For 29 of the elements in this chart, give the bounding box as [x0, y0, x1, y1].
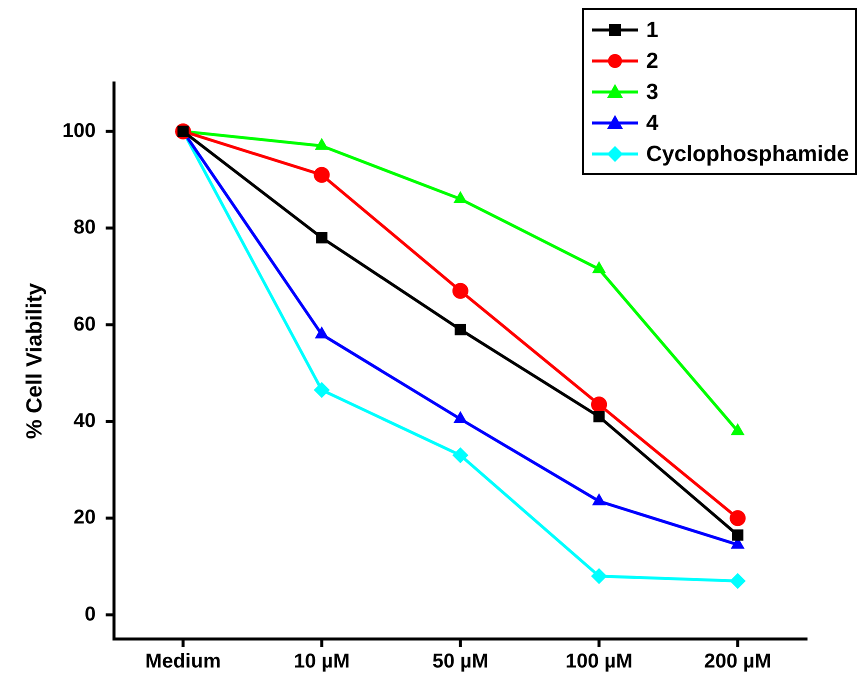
- point: [452, 282, 468, 299]
- x-tick-label: 200 µM: [704, 650, 772, 673]
- y-tick-label: 0: [84, 603, 96, 626]
- point: [314, 166, 330, 183]
- legend-label: 1: [646, 16, 658, 42]
- point: [452, 447, 468, 464]
- point: [591, 396, 608, 413]
- point: [732, 529, 744, 541]
- y-tick-label: 60: [74, 313, 96, 336]
- x-tick-label: 10 µM: [294, 650, 350, 673]
- point: [454, 324, 466, 336]
- y-tick-label: 40: [74, 410, 96, 432]
- legend-label: 3: [646, 78, 658, 104]
- point: [591, 568, 608, 584]
- point: [730, 572, 746, 589]
- x-tick-label: 100 µM: [565, 650, 633, 673]
- legend-label: Cyclophosphamide: [646, 140, 849, 166]
- point: [730, 510, 746, 526]
- x-tick-label: Medium: [145, 650, 221, 673]
- y-tick-label: 100: [62, 120, 96, 142]
- point: [314, 382, 330, 398]
- y-axis-title: % Cell Viability: [21, 282, 46, 440]
- x-tick-label: 50 µM: [432, 650, 488, 673]
- point: [593, 410, 605, 422]
- y-tick-label: 80: [74, 216, 96, 239]
- legend-label: 4: [646, 110, 658, 136]
- legend-label: 2: [646, 48, 658, 74]
- point: [316, 232, 328, 244]
- y-tick-label: 20: [74, 506, 96, 529]
